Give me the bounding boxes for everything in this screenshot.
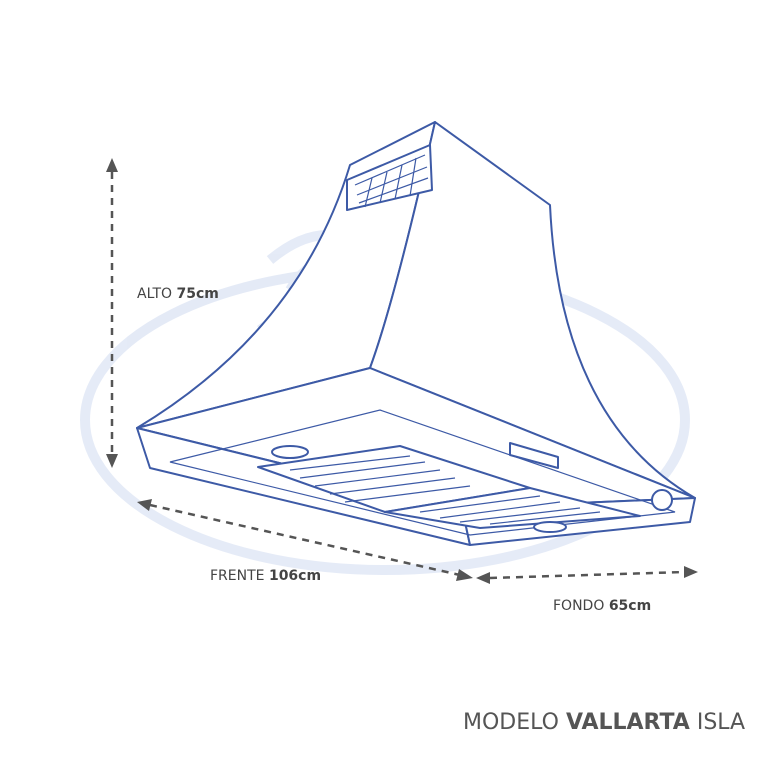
dimension-value: 75cm — [176, 286, 218, 302]
front-arrow — [149, 503, 461, 577]
hood-right-face — [369, 121, 696, 499]
dimension-label: FONDO — [553, 598, 604, 614]
filter-slots — [289, 455, 601, 525]
dimension-label: ALTO — [137, 286, 172, 302]
model-title: MODELO VALLARTA ISLA — [463, 710, 745, 735]
front-label: FRENTE 106cm — [210, 568, 321, 584]
light-left — [271, 445, 309, 459]
hood — [136, 121, 696, 546]
depth-arrow — [489, 570, 686, 580]
dimension-label: FRENTE — [210, 568, 265, 584]
dimension-value: 65cm — [609, 598, 651, 614]
vent-mesh — [354, 154, 429, 208]
skirt-inner — [169, 409, 676, 536]
control-panel — [509, 442, 559, 469]
model-prefix: MODELO — [463, 710, 559, 735]
dimension-value: 106cm — [269, 568, 321, 584]
height-label: ALTO 75cm — [137, 286, 219, 302]
light-right — [533, 521, 567, 533]
model-suffix: ISLA — [697, 710, 745, 735]
dimension-arrows — [106, 158, 698, 584]
logo-badge — [651, 489, 673, 511]
model-name: VALLARTA — [566, 710, 690, 735]
depth-label: FONDO 65cm — [553, 598, 651, 614]
